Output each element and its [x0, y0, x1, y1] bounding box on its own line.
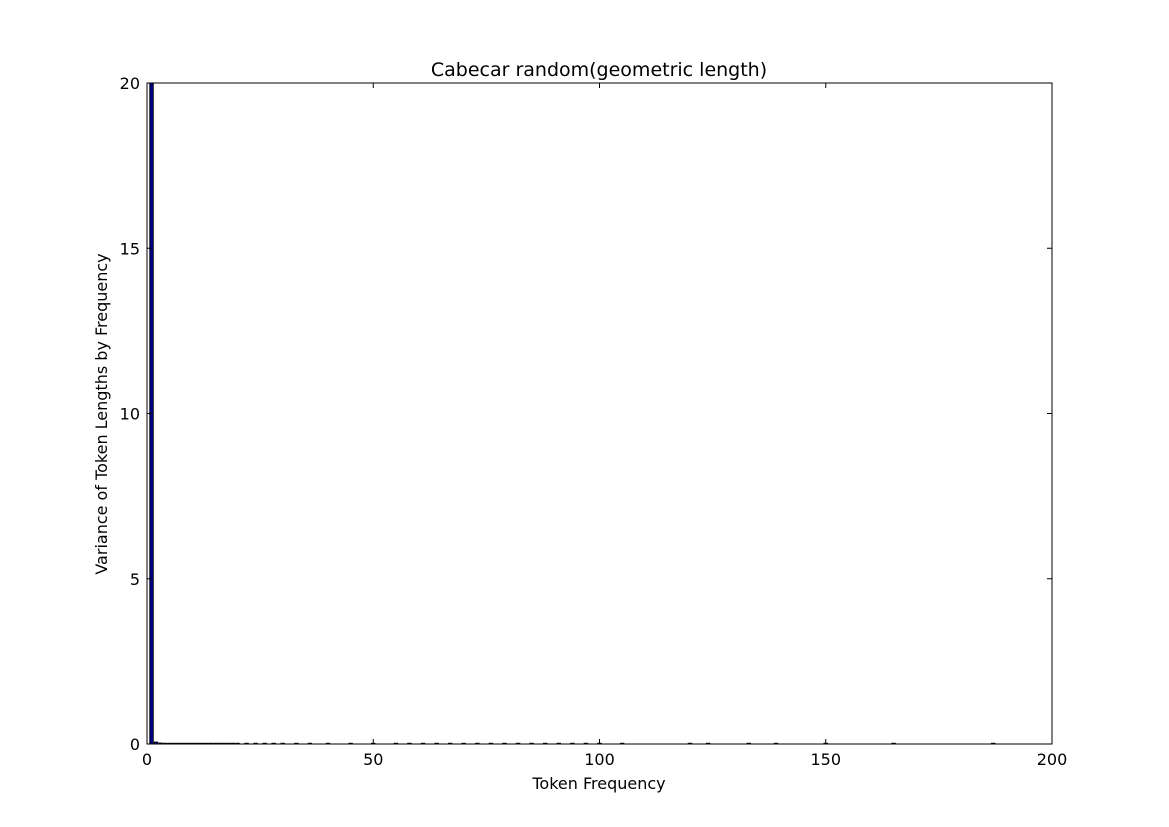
- x-axis-label: Token Frequency: [531, 774, 665, 793]
- x-tick-label: 50: [363, 750, 383, 769]
- y-axis-ticks: 0 5 10 15 20: [120, 74, 1052, 754]
- bars-group: [149, 82, 996, 745]
- x-tick-label: 150: [810, 750, 841, 769]
- y-tick-label: 15: [120, 239, 140, 258]
- y-tick-label: 5: [130, 570, 140, 589]
- y-tick-label: 20: [120, 74, 140, 93]
- y-axis-label: Variance of Token Lengths by Frequency: [92, 253, 111, 574]
- y-tick-label: 10: [120, 405, 140, 424]
- x-tick-label: 100: [584, 750, 615, 769]
- x-tick-label: 200: [1037, 750, 1068, 769]
- x-axis-ticks: 0 50 100 150 200: [142, 83, 1067, 769]
- x-tick-label: 0: [142, 750, 152, 769]
- chart-title: Cabecar random(geometric length): [431, 59, 767, 81]
- plot-frame: [146, 82, 1053, 745]
- y-tick-label: 0: [130, 735, 140, 754]
